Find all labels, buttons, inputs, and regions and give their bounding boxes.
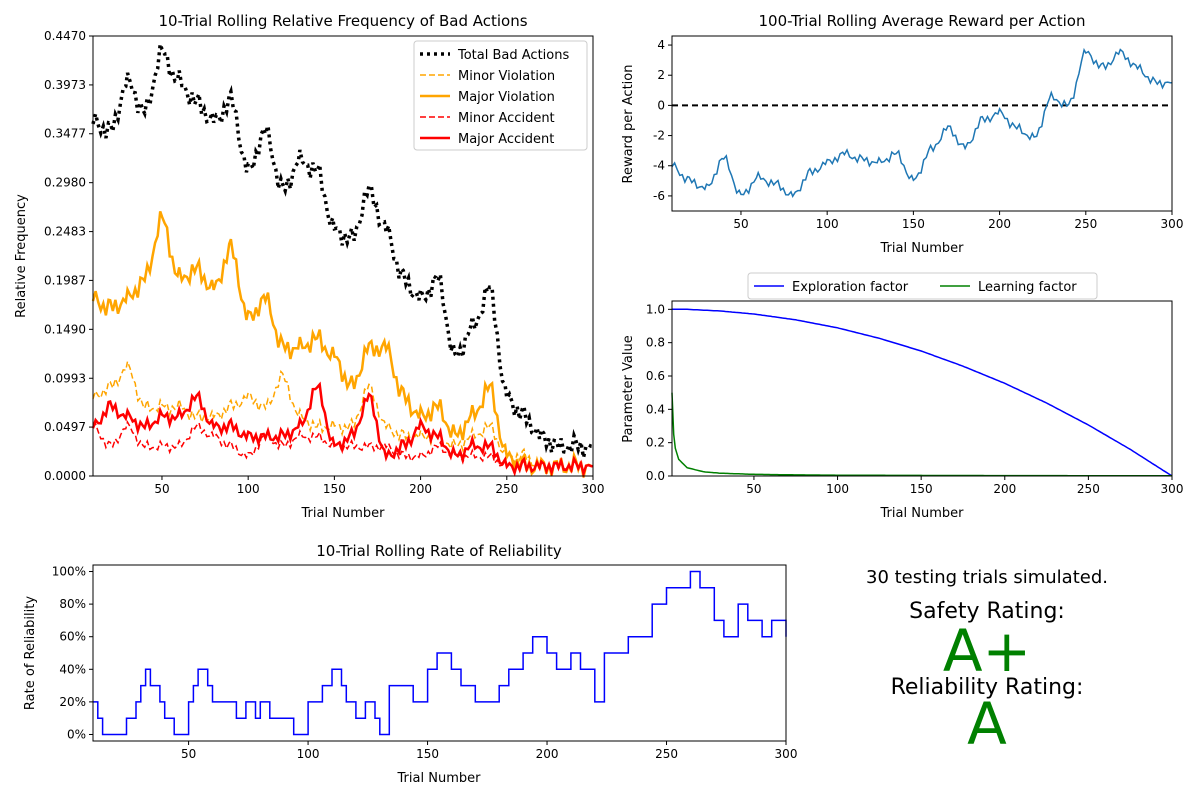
0-ytick-label: 0.4470 bbox=[44, 29, 86, 43]
reward-chart: 100-Trial Rolling Average Reward per Act… bbox=[621, 12, 1183, 256]
3-xtick-label: 150 bbox=[416, 747, 439, 761]
1-xtick-label: 300 bbox=[1161, 217, 1184, 231]
0-ytick-label: 0.3477 bbox=[44, 127, 86, 141]
3-xtick-label: 50 bbox=[181, 747, 196, 761]
3-xtick-label: 250 bbox=[655, 747, 678, 761]
1-ytick-label: -6 bbox=[653, 189, 665, 203]
param-legend-label-2: Learning factor bbox=[978, 280, 1077, 295]
parameters-chart: Trial Number Parameter Value 50 100 150 200… bbox=[621, 272, 1184, 521]
bad-actions-frame bbox=[92, 35, 594, 477]
reward-xlabel: Trial Number bbox=[880, 241, 965, 256]
2-xtick-label: 50 bbox=[746, 482, 761, 496]
exploration-series bbox=[672, 308, 1173, 477]
0-xtick-label: 150 bbox=[323, 482, 346, 496]
0-xtick-label: 300 bbox=[582, 482, 605, 496]
bad-actions-series-3 bbox=[91, 210, 594, 478]
reward-series bbox=[671, 47, 1173, 198]
0-xtick-label: 200 bbox=[409, 482, 432, 496]
reliability-title: 10-Trial Rolling Rate of Reliability bbox=[316, 542, 562, 560]
0-ytick-label: 0.1490 bbox=[44, 322, 86, 336]
parameters-legend-box bbox=[747, 272, 1098, 300]
legend-label-5: Major Accident bbox=[458, 132, 554, 147]
0-ytick-label: 0.2980 bbox=[44, 176, 86, 190]
0-xtick-label: 250 bbox=[495, 482, 518, 496]
2-ytick-label: 0.8 bbox=[646, 336, 665, 350]
safety-rating-label: Safety Rating: bbox=[909, 599, 1065, 624]
reliability-xlabel: Trial Number bbox=[397, 771, 482, 786]
2-xtick-label: 200 bbox=[993, 482, 1016, 496]
reward-title: 100-Trial Rolling Average Reward per Act… bbox=[759, 12, 1086, 30]
parameters-xlabel: Trial Number bbox=[880, 506, 965, 521]
bad-actions-chart: 10-Trial Rolling Relative Frequency of B… bbox=[14, 12, 604, 521]
ratings-summary: 30 testing trials simulated. Safety Rati… bbox=[866, 567, 1108, 758]
3-xtick-label: 100 bbox=[297, 747, 320, 761]
bad-actions-xlabel: Trial Number bbox=[301, 506, 386, 521]
2-xtick-label: 250 bbox=[1077, 482, 1100, 496]
1-ytick-label: 2 bbox=[657, 68, 665, 82]
3-ytick-label: 20% bbox=[59, 695, 86, 709]
2-ytick-label: 1.0 bbox=[646, 302, 665, 316]
3-ytick-label: 80% bbox=[59, 597, 86, 611]
2-ytick-label: 0.6 bbox=[646, 369, 665, 383]
1-xtick-label: 150 bbox=[902, 217, 925, 231]
parameters-frame bbox=[671, 300, 1173, 477]
bad-actions-series-1 bbox=[91, 43, 594, 458]
0-ytick-label: 0.0993 bbox=[44, 371, 86, 385]
1-xtick-label: 250 bbox=[1074, 217, 1097, 231]
safety-grade: A+ bbox=[943, 617, 1031, 685]
1-ytick-label: 0 bbox=[657, 98, 665, 112]
reliability-grade: A bbox=[967, 690, 1007, 758]
0-ytick-label: 0.2483 bbox=[44, 225, 86, 239]
3-ytick-label: 100% bbox=[52, 565, 86, 579]
trials-simulated-text: 30 testing trials simulated. bbox=[866, 567, 1108, 588]
reliability-ylabel: Rate of Reliability bbox=[23, 596, 38, 710]
3-xtick-label: 300 bbox=[775, 747, 798, 761]
reward-frame bbox=[671, 35, 1173, 212]
0-ytick-label: 0.1987 bbox=[44, 273, 86, 287]
reliability-chart: 10-Trial Rolling Rate of Reliability Tri… bbox=[23, 542, 797, 786]
reliability-series bbox=[93, 570, 787, 736]
1-ytick-label: -2 bbox=[653, 129, 665, 143]
0-ytick-label: 0.3973 bbox=[44, 78, 86, 92]
bad-actions-series-5 bbox=[91, 381, 594, 479]
3-ytick-label: 60% bbox=[59, 630, 86, 644]
reliability-frame bbox=[92, 564, 787, 742]
parameters-ylabel: Parameter Value bbox=[621, 335, 636, 442]
3-ytick-label: 40% bbox=[59, 662, 86, 676]
1-ytick-label: -4 bbox=[653, 159, 665, 173]
legend-label-2: Minor Violation bbox=[458, 69, 555, 84]
learning-series bbox=[671, 392, 1172, 477]
bad-actions-legend: Total Bad Actions Minor Violation Major Vi… bbox=[413, 40, 588, 151]
2-xtick-label: 100 bbox=[826, 482, 849, 496]
2-ytick-label: 0.2 bbox=[646, 436, 665, 450]
0-xtick-label: 50 bbox=[154, 482, 169, 496]
0-ytick-label: 0.0497 bbox=[44, 420, 86, 434]
3-xtick-label: 200 bbox=[536, 747, 559, 761]
0-ytick-label: 0.0000 bbox=[44, 469, 86, 483]
bad-actions-title: 10-Trial Rolling Relative Frequency of B… bbox=[158, 12, 527, 30]
2-xtick-label: 300 bbox=[1161, 482, 1184, 496]
1-xtick-label: 200 bbox=[988, 217, 1011, 231]
1-xtick-label: 50 bbox=[733, 217, 748, 231]
bad-actions-ylabel: Relative Frequency bbox=[14, 194, 29, 318]
reliability-rating-label: Reliability Rating: bbox=[891, 675, 1084, 700]
1-xtick-label: 100 bbox=[816, 217, 839, 231]
legend-label-1: Total Bad Actions bbox=[457, 48, 569, 63]
3-ytick-label: 0% bbox=[67, 727, 86, 741]
param-legend-label-1: Exploration factor bbox=[792, 280, 909, 295]
2-ytick-label: 0.4 bbox=[646, 402, 665, 416]
legend-label-3: Major Violation bbox=[458, 90, 555, 105]
reward-ylabel: Reward per Action bbox=[621, 65, 636, 184]
bad-actions-legend-box bbox=[413, 40, 588, 151]
1-ytick-label: 4 bbox=[657, 38, 665, 52]
legend-label-4: Minor Accident bbox=[458, 111, 555, 126]
2-xtick-label: 150 bbox=[910, 482, 933, 496]
0-xtick-label: 100 bbox=[237, 482, 260, 496]
parameters-legend: Exploration factor Learning factor bbox=[747, 272, 1098, 300]
2-ytick-label: 0.0 bbox=[646, 469, 665, 483]
